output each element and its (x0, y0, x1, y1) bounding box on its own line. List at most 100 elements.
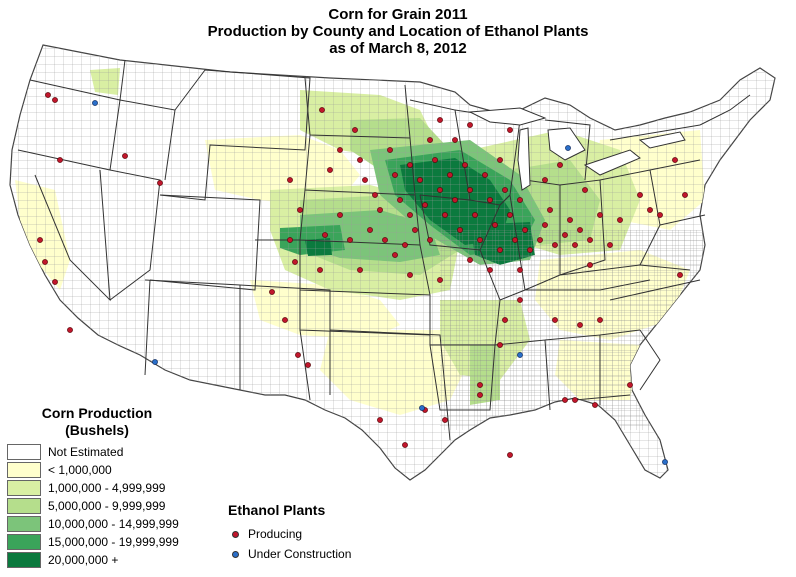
producing-plant-marker (557, 162, 563, 168)
map-title: Corn for Grain 2011 Production by County… (0, 6, 796, 57)
producing-plant-marker (287, 237, 293, 243)
producing-plant-marker (597, 212, 603, 218)
legend-plant-producing: Producing (232, 526, 302, 542)
producing-plant-marker (547, 207, 553, 213)
producing-plant-marker (527, 247, 533, 253)
producing-plant-marker (397, 197, 403, 203)
under-construction-plants (92, 100, 668, 465)
title-line-2: Production by County and Location of Eth… (207, 23, 589, 40)
construction-plant-marker (565, 145, 571, 151)
producing-plant-marker (407, 212, 413, 218)
producing-plant-marker (407, 272, 413, 278)
legend-label: 15,000,000 - 19,999,999 (48, 535, 179, 549)
producing-plant-marker (412, 227, 418, 233)
producing-plant-marker (437, 277, 443, 283)
producing-plant-marker (627, 382, 633, 388)
producing-plant-marker (517, 197, 523, 203)
producing-plant-marker (377, 417, 383, 423)
producing-plant-marker (442, 417, 448, 423)
producing-plant-marker (427, 237, 433, 243)
producing-plant-marker (682, 192, 688, 198)
producing-plant-marker (377, 207, 383, 213)
producing-plant-marker (502, 317, 508, 323)
producing-plant-marker (317, 267, 323, 273)
producing-plant-marker (447, 172, 453, 178)
legend-swatch (7, 444, 41, 460)
producing-plant-marker (522, 227, 528, 233)
producing-plant-marker (437, 187, 443, 193)
producing-plant-marker (407, 162, 413, 168)
producing-plant-marker (462, 162, 468, 168)
legend-label: 10,000,000 - 14,999,999 (48, 517, 179, 531)
production-legend-title-line-1: Corn Production (41, 405, 153, 421)
producing-plant-marker (517, 267, 523, 273)
producing-plant-marker (322, 232, 328, 238)
title-line-1: Corn for Grain 2011 (328, 6, 468, 23)
producing-plant-marker (512, 237, 518, 243)
producing-plant-marker (597, 317, 603, 323)
producing-plant-marker (607, 242, 613, 248)
producing-plant-marker (42, 259, 48, 265)
legend-class-3: 5,000,000 - 9,999,999 (7, 498, 165, 514)
producing-plant-marker (567, 217, 573, 223)
construction-plant-marker (517, 352, 523, 358)
producing-plant-marker (477, 237, 483, 243)
legend-label: 20,000,000 + (48, 553, 119, 567)
producing-plant-marker (52, 279, 58, 285)
producing-plant-marker (482, 172, 488, 178)
producing-plant-marker (297, 207, 303, 213)
producing-plant-marker (52, 97, 58, 103)
producing-plant-marker (327, 167, 333, 173)
producing-plant-marker (487, 267, 493, 273)
producing-plant-marker (402, 442, 408, 448)
producing-plant-marker (582, 187, 588, 193)
producing-plant-marker (677, 272, 683, 278)
producing-plant-marker (292, 259, 298, 265)
producing-plant-marker (502, 187, 508, 193)
producing-plant-marker (477, 382, 483, 388)
producing-plant-marker (477, 392, 483, 398)
producing-plant-marker (592, 402, 598, 408)
producing-plant-marker (157, 180, 163, 186)
producing-plant-marker (492, 222, 498, 228)
legend-label: 1,000,000 - 4,999,999 (48, 481, 166, 495)
producing-plant-marker (467, 122, 473, 128)
legend-swatch (7, 498, 41, 514)
producing-plant-marker (372, 192, 378, 198)
producing-plant-marker (422, 202, 428, 208)
legend-class-4: 10,000,000 - 14,999,999 (7, 516, 179, 532)
production-legend-title: Corn Production (Bushels) (22, 405, 172, 439)
producing-plant-marker (319, 107, 325, 113)
legend-plant-label: Under Construction (248, 547, 352, 561)
producing-plant-marker (392, 252, 398, 258)
plants-legend-title: Ethanol Plants (228, 502, 326, 518)
producing-plants (37, 92, 688, 458)
producing-plant-marker (442, 212, 448, 218)
producing-plant-marker (392, 172, 398, 178)
legend-plant-label: Producing (248, 527, 303, 541)
producing-plant-marker (507, 212, 513, 218)
producing-plant-marker (497, 342, 503, 348)
producing-plant-marker (552, 242, 558, 248)
producing-plant-marker (402, 242, 408, 248)
producing-plant-marker (287, 177, 293, 183)
construction-dot-icon (232, 550, 239, 558)
construction-plant-marker (152, 359, 158, 365)
producing-plant-marker (657, 212, 663, 218)
construction-plant-marker (92, 100, 98, 106)
producing-plant-marker (452, 197, 458, 203)
producing-plant-marker (587, 262, 593, 268)
producing-plant-marker (672, 157, 678, 163)
producing-plant-marker (467, 187, 473, 193)
producing-plant-marker (537, 237, 543, 243)
producing-plant-marker (67, 327, 73, 333)
production-legend-title-line-2: (Bushels) (65, 422, 129, 438)
producing-plant-marker (572, 397, 578, 403)
legend-plant-construction: Under Construction (232, 546, 351, 562)
producing-plant-marker (432, 157, 438, 163)
legend-swatch (7, 516, 41, 532)
producing-plant-marker (637, 192, 643, 198)
producing-plant-marker (427, 137, 433, 143)
legend-label: < 1,000,000 (48, 463, 112, 477)
